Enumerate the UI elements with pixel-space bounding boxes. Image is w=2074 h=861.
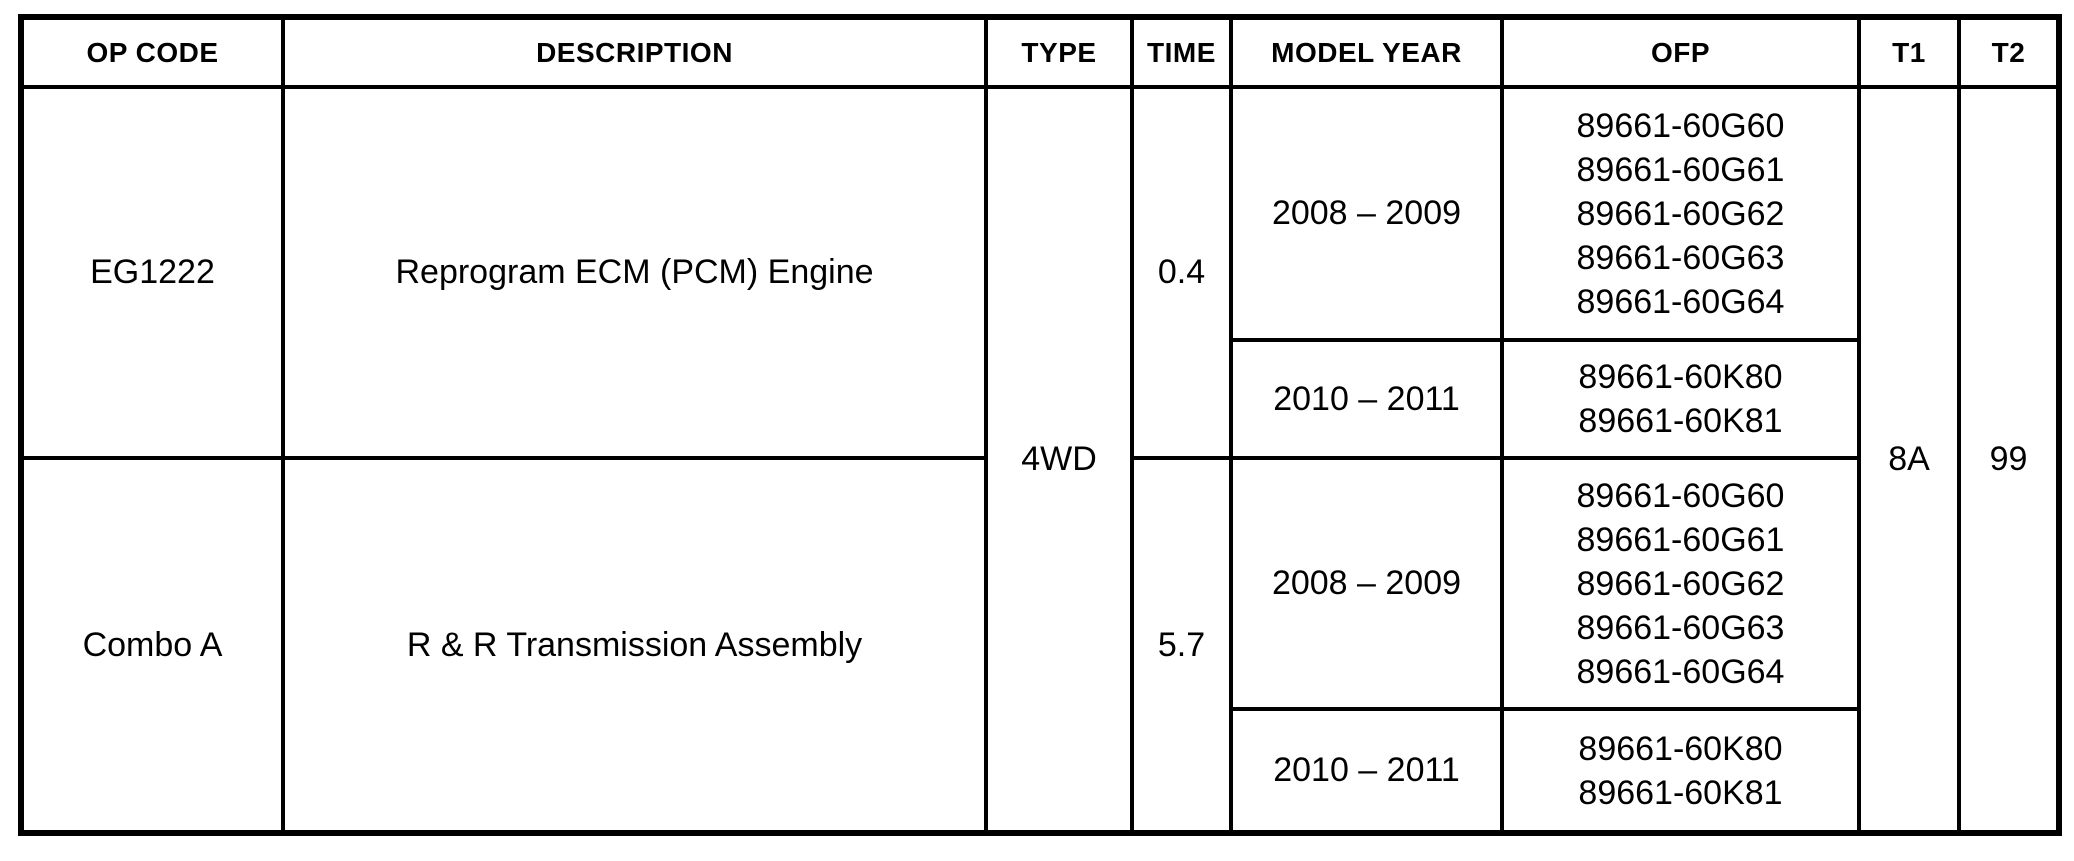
op-code-cell: EG1222 xyxy=(19,85,285,460)
time-cell: 0.4 xyxy=(1130,85,1233,460)
model-year-cell: 2010 – 2011 xyxy=(1229,338,1504,460)
ofp-part-number: 89661-60G64 xyxy=(1576,282,1785,321)
header-type: TYPE xyxy=(984,15,1134,89)
ofp-part-number: 89661-60G61 xyxy=(1576,520,1785,559)
description-cell: Reprogram ECM (PCM) Engine xyxy=(281,85,988,460)
op-code-table: OP CODE DESCRIPTION TYPE TIME MODEL YEAR… xyxy=(18,14,2062,836)
ofp-cell: 89661-60K80 89661-60K81 xyxy=(1500,707,1861,835)
model-year-cell: 2008 – 2009 xyxy=(1229,85,1504,342)
ofp-part-number: 89661-60G61 xyxy=(1576,150,1785,189)
model-year-cell: 2008 – 2009 xyxy=(1229,456,1504,711)
header-t2: T2 xyxy=(1957,15,2061,89)
description-cell: R & R Transmission Assembly xyxy=(281,456,988,835)
ofp-part-number: 89661-60G62 xyxy=(1576,564,1785,603)
ofp-cell: 89661-60G60 89661-60G61 89661-60G62 8966… xyxy=(1500,456,1861,711)
header-model-year: MODEL YEAR xyxy=(1229,15,1504,89)
table-row-eg1222-2010: 2010 – 2011 89661-60K80 89661-60K81 xyxy=(21,338,2059,460)
ofp-part-number: 89661-60G63 xyxy=(1576,608,1785,647)
ofp-part-number: 89661-60K81 xyxy=(1578,402,1783,440)
ofp-part-number: 89661-60K80 xyxy=(1578,729,1783,768)
ofp-part-number: 89661-60G60 xyxy=(1576,106,1785,145)
table-row-combo-a-2010: 2010 – 2011 89661-60K80 89661-60K81 xyxy=(21,707,2059,835)
t2-cell: 99 xyxy=(1957,85,2061,835)
ofp-cell: 89661-60K80 89661-60K81 xyxy=(1500,338,1861,460)
ofp-part-number: 89661-60G62 xyxy=(1576,194,1785,233)
table-row-combo-a-2008: Combo A R & R Transmission Assembly 5.7 … xyxy=(19,456,2059,835)
op-code-cell: Combo A xyxy=(19,456,285,835)
header-row: OP CODE DESCRIPTION TYPE TIME MODEL YEAR… xyxy=(19,15,2061,89)
table-row-eg1222-2008: EG1222 Reprogram ECM (PCM) Engine 4WD 0.… xyxy=(19,85,2061,835)
header-t1: T1 xyxy=(1857,15,1961,89)
header-description: DESCRIPTION xyxy=(281,15,988,89)
ofp-part-number: 89661-60G64 xyxy=(1576,652,1785,691)
type-cell: 4WD xyxy=(984,85,1134,835)
header-op-code: OP CODE xyxy=(19,15,285,89)
ofp-part-number: 89661-60K80 xyxy=(1578,358,1783,396)
ofp-part-number: 89661-60G60 xyxy=(1576,476,1785,515)
t1-cell: 8A xyxy=(1857,85,1961,835)
model-year-cell: 2010 – 2011 xyxy=(1229,707,1504,835)
ofp-part-number: 89661-60G63 xyxy=(1576,238,1785,277)
header-time: TIME xyxy=(1130,15,1233,89)
time-cell: 5.7 xyxy=(1130,456,1233,835)
ofp-part-number: 89661-60K81 xyxy=(1578,773,1783,812)
header-ofp: OFP xyxy=(1500,15,1861,89)
ofp-cell: 89661-60G60 89661-60G61 89661-60G62 8966… xyxy=(1500,85,1861,342)
